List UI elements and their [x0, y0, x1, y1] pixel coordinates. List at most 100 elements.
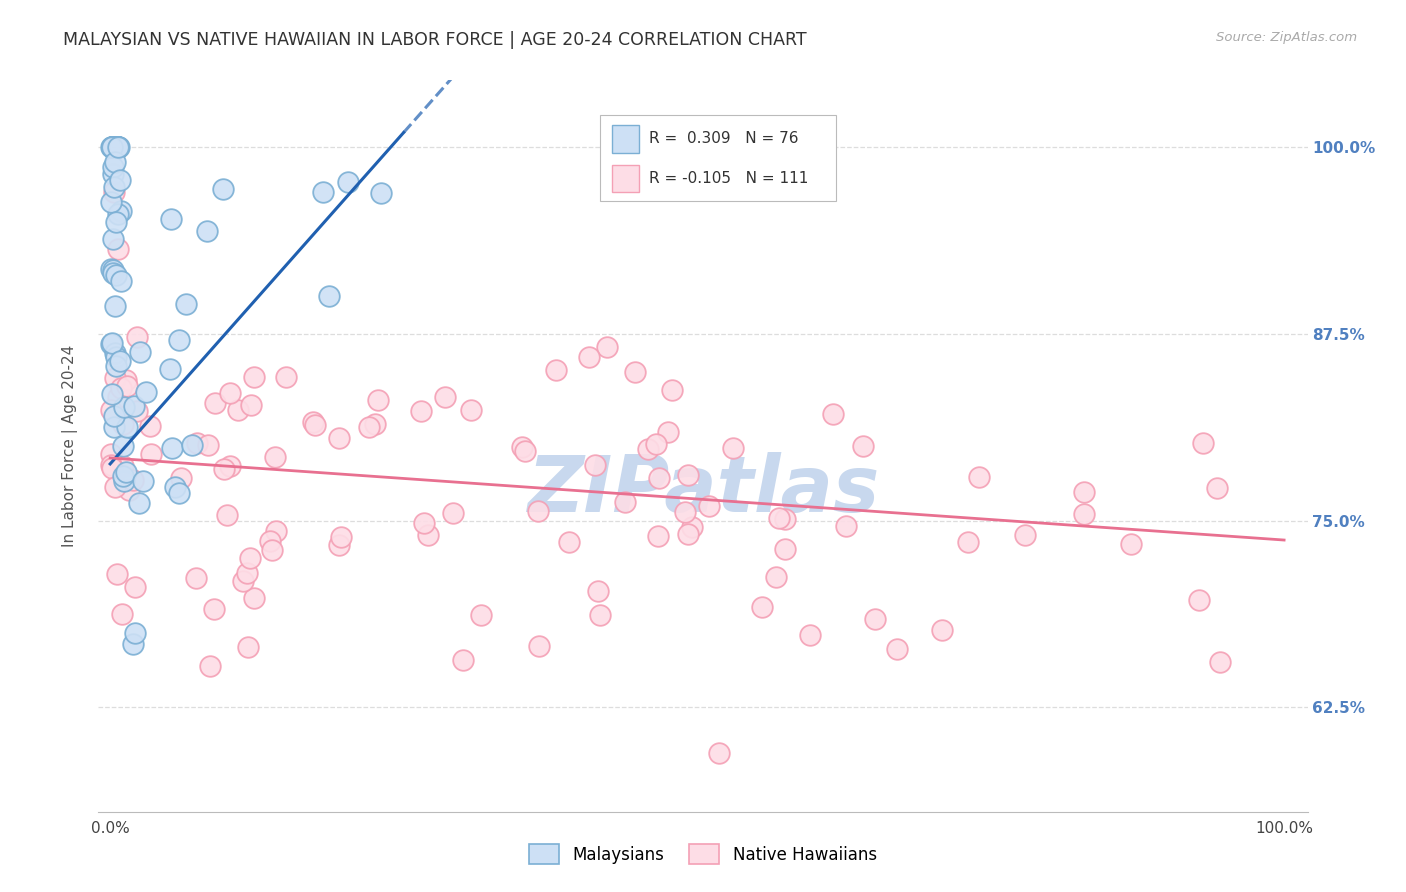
- Point: [204, 396, 226, 410]
- Point: [1073, 485, 1095, 500]
- Point: [578, 350, 600, 364]
- Point: [135, 384, 157, 399]
- Point: [1014, 527, 1036, 541]
- Point: [139, 447, 162, 461]
- Point: [768, 511, 790, 525]
- Point: [707, 746, 730, 760]
- Point: [100, 461, 122, 475]
- Point: [969, 469, 991, 483]
- Point: [104, 268, 127, 283]
- Point: [101, 335, 124, 350]
- Text: R = -0.105   N = 111: R = -0.105 N = 111: [648, 171, 808, 186]
- Point: [588, 608, 610, 623]
- Point: [100, 140, 122, 154]
- Point: [586, 583, 609, 598]
- Point: [108, 140, 131, 154]
- Point: [263, 450, 285, 464]
- Point: [648, 471, 671, 485]
- Point: [212, 182, 235, 196]
- Point: [124, 580, 146, 594]
- Point: [110, 381, 132, 395]
- Point: [751, 600, 773, 615]
- Point: [1206, 481, 1229, 495]
- Point: [657, 425, 679, 439]
- Point: [546, 363, 568, 377]
- Point: [232, 574, 254, 588]
- Point: [104, 154, 127, 169]
- Point: [103, 140, 125, 154]
- Point: [101, 140, 124, 154]
- Y-axis label: In Labor Force | Age 20-24: In Labor Force | Age 20-24: [62, 345, 77, 547]
- Point: [104, 350, 127, 364]
- Point: [198, 658, 221, 673]
- Point: [103, 160, 125, 174]
- Text: MALAYSIAN VS NATIVE HAWAIIAN IN LABOR FORCE | AGE 20-24 CORRELATION CHART: MALAYSIAN VS NATIVE HAWAIIAN IN LABOR FO…: [63, 31, 807, 49]
- Point: [101, 140, 124, 154]
- Point: [367, 392, 389, 407]
- Point: [886, 642, 908, 657]
- Point: [104, 480, 127, 494]
- Point: [510, 440, 533, 454]
- Point: [453, 653, 475, 667]
- Point: [647, 529, 669, 543]
- Point: [174, 297, 197, 311]
- Text: ZIPatlas: ZIPatlas: [527, 452, 879, 528]
- Point: [165, 480, 187, 494]
- Point: [104, 140, 127, 154]
- Point: [312, 185, 335, 199]
- Point: [412, 516, 434, 530]
- Point: [359, 419, 381, 434]
- Point: [239, 551, 262, 566]
- Point: [328, 431, 350, 445]
- Point: [104, 345, 127, 359]
- Point: [673, 505, 696, 519]
- Point: [583, 458, 606, 472]
- Point: [197, 438, 219, 452]
- Point: [236, 640, 259, 655]
- Point: [101, 262, 124, 277]
- Point: [167, 485, 190, 500]
- Point: [107, 207, 129, 221]
- Point: [186, 435, 208, 450]
- Text: R =  0.309   N = 76: R = 0.309 N = 76: [648, 131, 799, 146]
- Point: [112, 459, 135, 474]
- Point: [644, 437, 666, 451]
- Point: [125, 329, 148, 343]
- Point: [527, 504, 550, 518]
- Text: Source: ZipAtlas.com: Source: ZipAtlas.com: [1216, 31, 1357, 45]
- FancyBboxPatch shape: [613, 164, 638, 193]
- Point: [217, 508, 239, 523]
- Point: [104, 299, 127, 313]
- Point: [242, 370, 264, 384]
- Point: [527, 639, 550, 653]
- Point: [103, 179, 125, 194]
- Point: [956, 535, 979, 549]
- Point: [112, 400, 135, 414]
- Point: [107, 140, 129, 154]
- Point: [105, 140, 128, 154]
- Point: [115, 373, 138, 387]
- Point: [304, 418, 326, 433]
- Point: [835, 519, 858, 533]
- Point: [103, 186, 125, 200]
- Point: [318, 289, 340, 303]
- Point: [103, 266, 125, 280]
- Point: [112, 439, 135, 453]
- Point: [125, 403, 148, 417]
- Point: [117, 483, 139, 497]
- Point: [596, 341, 619, 355]
- Point: [613, 495, 636, 509]
- Point: [243, 591, 266, 606]
- Point: [101, 140, 124, 154]
- Legend: Malaysians, Native Hawaiians: Malaysians, Native Hawaiians: [523, 838, 883, 871]
- Point: [637, 442, 659, 456]
- Point: [121, 473, 143, 487]
- Point: [101, 140, 124, 154]
- Point: [110, 204, 132, 219]
- Point: [239, 398, 262, 412]
- Point: [100, 337, 122, 351]
- Point: [328, 538, 350, 552]
- Point: [103, 140, 125, 154]
- Point: [214, 462, 236, 476]
- Point: [100, 194, 122, 209]
